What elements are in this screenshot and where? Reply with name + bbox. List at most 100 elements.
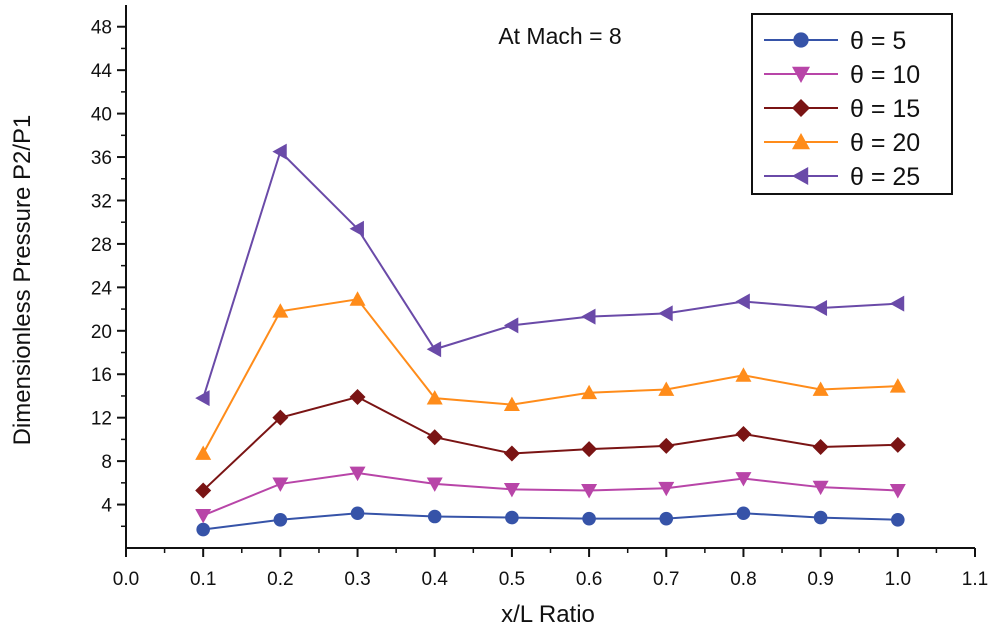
data-point [350,506,365,521]
data-point [195,390,210,407]
data-point [891,512,905,527]
data-point [196,522,210,537]
series-1 [196,506,905,537]
mach-annotation: At Mach = 8 [498,23,621,49]
y-tick-label: 32 [91,191,112,212]
y-tick-label: 48 [91,18,112,39]
data-point [427,509,442,524]
data-point [195,445,212,460]
legend-marker [792,133,810,150]
data-point [658,481,675,497]
x-tick-label: 0.4 [422,569,449,590]
x-tick-label: 1.0 [885,569,911,590]
data-point [426,390,443,405]
data-point [272,143,287,160]
x-tick-label: 0.8 [730,569,756,590]
data-point [195,482,212,499]
legend-label: θ = 5 [850,27,906,55]
y-tick-label: 12 [91,409,112,430]
data-point [503,445,520,462]
x-axis-title: x/L Ratio [501,601,595,628]
data-point [582,511,596,526]
series-5 [195,143,905,407]
legend-box [751,13,953,195]
x-axis: 0.0 0.1 0.2 0.3 0.4 0.5 0.6 0.7 0.8 0.9 1.0 1.1 [113,548,988,590]
series-layer [195,143,906,537]
data-point [273,512,288,527]
y-tick-label: 44 [91,61,113,82]
data-point [426,341,442,358]
x-tick-label: 0.9 [807,569,833,590]
x-tick-label: 0.5 [499,569,525,590]
y-tick-label: 4 [101,496,112,517]
data-point [659,511,674,526]
series-2 [195,466,906,524]
data-point [658,437,675,454]
y-tick-label: 16 [91,365,112,386]
x-tick-label: 0.6 [576,569,602,590]
data-point [426,429,443,446]
legend-marker [792,99,810,117]
y-axis-title: Dimensionless Pressure P2/P1 [9,115,36,446]
data-point [813,510,828,525]
data-point [272,477,289,492]
data-point [349,291,366,306]
data-point [349,466,366,482]
series-line [203,512,898,531]
data-point [195,509,212,524]
y-tick-label: 8 [101,452,112,473]
legend: θ = 5 θ = 10 θ = 15 θ = 20 θ = 25 [751,13,953,195]
series-line [202,472,898,517]
data-point [812,480,829,496]
y-tick-label: 24 [91,278,113,299]
data-point [581,484,598,499]
y-tick-label: 40 [91,105,112,126]
series-line [202,395,898,492]
legend-marker [793,32,809,48]
legend-label: θ = 10 [850,61,920,89]
data-point [581,441,598,458]
data-point [736,506,751,521]
legend-marker [792,66,810,83]
series-3 [195,389,906,499]
data-point [735,425,752,442]
x-tick-label: 0.0 [113,569,139,590]
legend-label: θ = 25 [850,163,920,191]
data-point [503,482,520,498]
data-point [272,303,289,318]
y-tick-label: 20 [91,322,112,343]
data-point [272,409,289,426]
legend-label: θ = 15 [850,95,920,123]
x-tick-label: 0.1 [190,569,216,590]
x-tick-label: 1.1 [962,569,988,590]
data-point [889,378,906,393]
data-point [812,439,829,456]
legend-marker [792,167,809,185]
data-point [889,484,906,499]
x-tick-label: 0.7 [653,569,679,590]
data-point [503,396,520,412]
data-point [812,381,829,396]
data-point [581,384,598,400]
data-point [735,293,750,310]
x-tick-label: 0.2 [267,569,293,590]
data-point [735,472,752,487]
series-line [202,149,898,399]
data-point [658,305,673,322]
data-point [349,389,366,406]
data-point [581,308,596,325]
series-line [202,298,898,454]
data-point [658,381,675,396]
y-tick-label: 28 [91,235,112,256]
y-tick-label: 36 [91,148,112,169]
data-point [735,367,752,382]
data-point [349,220,364,237]
data-point [505,510,519,525]
legend-label: θ = 20 [850,129,920,157]
data-point [889,295,905,312]
data-point [889,436,906,453]
data-point [812,299,828,316]
series-4 [195,291,906,460]
